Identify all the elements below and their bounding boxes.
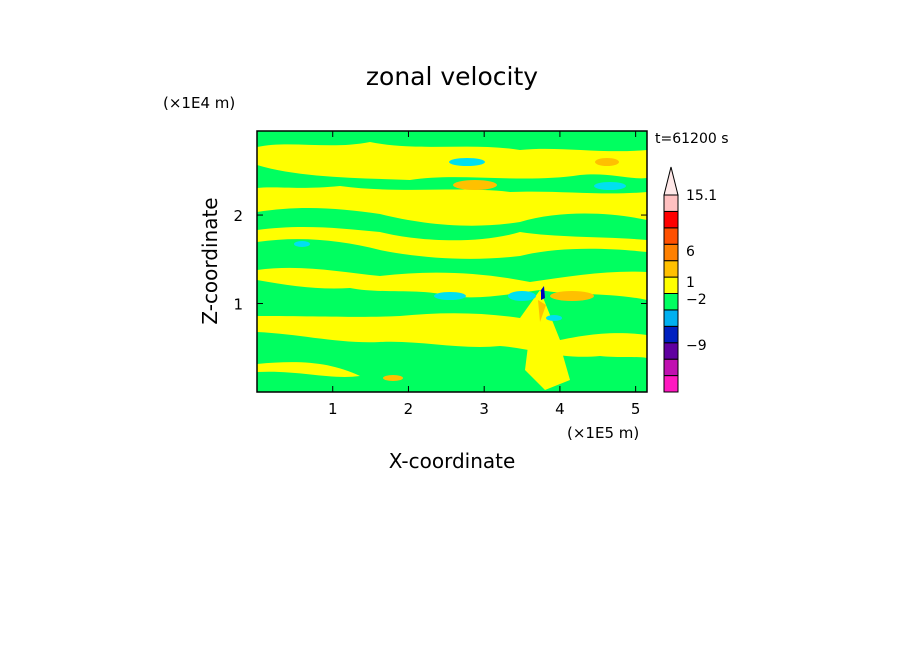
x-tick-label: 1 xyxy=(328,400,338,418)
colorbar-step xyxy=(663,309,679,327)
colorbar-step xyxy=(663,210,679,229)
negative-band xyxy=(257,239,647,282)
positive-core xyxy=(550,291,594,301)
x-tick-label: 4 xyxy=(555,400,565,418)
contour-field xyxy=(257,131,647,392)
chart-title: zonal velocity xyxy=(366,62,538,91)
colorbar-step xyxy=(663,293,679,311)
x-tick-label: 3 xyxy=(479,400,489,418)
colorbar-label: 1 xyxy=(686,275,695,291)
colorbar-step xyxy=(663,342,679,360)
x-axis-title: X-coordinate xyxy=(389,449,516,473)
positive-core xyxy=(383,375,403,381)
positive-core xyxy=(538,300,546,322)
y-scale-label: (×1E4 m) xyxy=(163,94,235,112)
colorbar-label: −2 xyxy=(686,292,707,308)
colorbar-step xyxy=(663,358,679,377)
negative-band xyxy=(257,131,647,152)
y-tick-label: 1 xyxy=(233,296,243,314)
colorbar-step xyxy=(663,276,679,295)
colorbar-arrow xyxy=(663,166,679,196)
colorbar-step xyxy=(663,375,679,393)
colorbar-step xyxy=(663,227,679,245)
positive-core xyxy=(595,158,619,166)
negative-core xyxy=(594,182,626,190)
x-axis: 1 2 3 4 5 xyxy=(328,131,640,418)
colorbar-label: 15.1 xyxy=(686,188,717,204)
negative-band xyxy=(257,280,540,318)
negative-core xyxy=(434,292,466,300)
negative-core xyxy=(546,315,562,321)
negative-band xyxy=(540,290,647,340)
negative-band xyxy=(257,207,647,241)
colorbar-step xyxy=(663,325,679,344)
colorbar-label: 6 xyxy=(686,244,695,260)
negative-core xyxy=(294,241,310,247)
y-axis: 12 xyxy=(233,207,647,314)
negative-core xyxy=(449,158,485,166)
colorbar xyxy=(663,166,679,393)
negative-core xyxy=(508,291,536,301)
y-tick-label: 2 xyxy=(233,207,243,225)
colorbar-labels: 15.1 6 1−2 −9 xyxy=(686,188,717,354)
y-axis-title: Z-coordinate xyxy=(198,197,222,324)
colorbar-step xyxy=(663,194,679,212)
negative-band xyxy=(257,165,647,194)
colorbar-step xyxy=(663,260,679,278)
x-scale-label: (×1E5 m) xyxy=(567,424,639,442)
x-tick-label: 5 xyxy=(631,400,641,418)
colorbar-step xyxy=(663,243,679,262)
positive-core xyxy=(453,180,497,190)
time-label: t=61200 s xyxy=(655,131,729,147)
negative-extreme xyxy=(541,286,545,300)
x-tick-label: 2 xyxy=(404,400,414,418)
colorbar-label: −9 xyxy=(686,338,707,354)
plot-frame xyxy=(256,130,648,393)
positive-plume xyxy=(525,318,570,390)
